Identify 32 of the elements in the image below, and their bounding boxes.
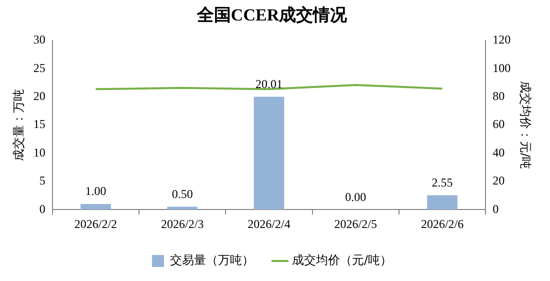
legend-label: 交易量（万吨） (170, 253, 254, 268)
y-tick-label: 30 (33, 32, 46, 47)
y2-tick-label: 0 (492, 202, 499, 216)
data-label: 2.55 (432, 175, 453, 190)
data-label: 1.00 (85, 184, 106, 198)
data-label: 20.01 (256, 76, 282, 91)
x-tick-label: 2026/2/3 (161, 216, 204, 231)
y2-tick-label: 100 (492, 60, 511, 75)
bar (427, 195, 458, 210)
y2-tick-label: 20 (492, 174, 505, 188)
y-tick-label: 5 (39, 174, 46, 188)
bar (254, 96, 284, 210)
y-tick-label: 0 (39, 202, 46, 216)
data-label: 0.00 (345, 190, 366, 204)
y-tick-label: 15 (33, 117, 46, 132)
y2-axis-title: 成交均价：元/吨 (518, 80, 533, 170)
y2-tick-label: 120 (492, 32, 511, 47)
bar (80, 204, 111, 210)
legend-label: 成交均价（元/吨） (292, 253, 392, 268)
x-tick-label: 2026/2/5 (334, 216, 377, 231)
y-tick-label: 10 (33, 145, 46, 160)
x-tick-label: 2026/2/6 (420, 216, 464, 231)
y2-tick-label: 60 (492, 117, 505, 132)
y-axis-title: 成交量：万吨 (11, 89, 26, 161)
x-tick-label: 2026/2/2 (74, 216, 118, 231)
x-tick-label: 2026/2/4 (248, 216, 290, 231)
y2-tick-label: 40 (492, 145, 505, 160)
y2-tick-label: 80 (492, 88, 505, 103)
y-tick-label: 25 (33, 60, 46, 75)
y-tick-label: 20 (33, 88, 46, 103)
chart-title: 全国CCER成交情况 (196, 6, 348, 25)
data-label: 0.50 (172, 186, 193, 201)
